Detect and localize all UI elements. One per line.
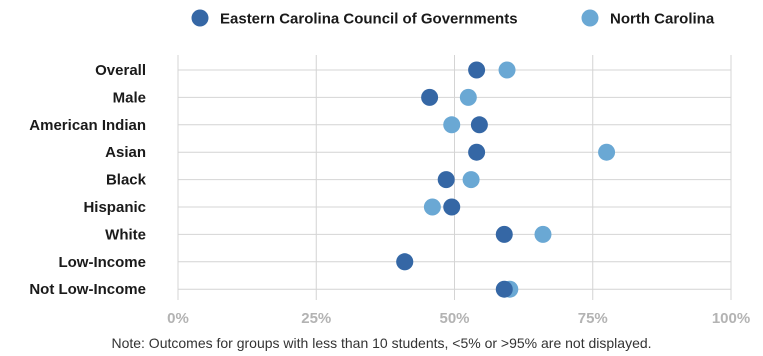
data-point bbox=[468, 143, 486, 161]
data-point bbox=[495, 280, 513, 298]
data-point bbox=[437, 171, 455, 189]
category-label: Overall bbox=[95, 62, 146, 79]
data-point bbox=[498, 61, 516, 79]
category-label: Low-Income bbox=[58, 254, 146, 271]
data-point bbox=[421, 88, 439, 106]
data-point bbox=[443, 198, 461, 216]
x-tick-label: 75% bbox=[578, 310, 608, 327]
data-point bbox=[468, 61, 486, 79]
data-point bbox=[459, 88, 477, 106]
data-point bbox=[462, 171, 480, 189]
legend-marker bbox=[581, 9, 599, 27]
category-label: American Indian bbox=[29, 117, 146, 134]
data-point bbox=[495, 225, 513, 243]
category-label: White bbox=[105, 226, 146, 243]
legend-label: North Carolina bbox=[610, 11, 715, 28]
x-tick-label: 100% bbox=[712, 310, 750, 327]
grid-lines bbox=[177, 55, 732, 300]
data-point bbox=[598, 143, 616, 161]
category-label: Black bbox=[106, 172, 147, 189]
legend-marker bbox=[191, 9, 209, 27]
data-point bbox=[534, 225, 552, 243]
data-point bbox=[470, 116, 488, 134]
data-point bbox=[423, 198, 441, 216]
x-tick-label: 0% bbox=[167, 310, 189, 327]
category-label: Male bbox=[113, 89, 146, 106]
category-label: Asian bbox=[105, 144, 146, 161]
data-point bbox=[443, 116, 461, 134]
legend: Eastern Carolina Council of Governments N… bbox=[191, 9, 715, 28]
category-label: Hispanic bbox=[83, 199, 146, 216]
x-axis-tick-labels: 0% 25% 50% 75% 100% bbox=[167, 310, 750, 327]
x-tick-label: 25% bbox=[301, 310, 331, 327]
category-labels: Overall Male American Indian Asian Black Hisp… bbox=[29, 62, 146, 298]
footnote: Note: Outcomes for groups with less than… bbox=[111, 335, 652, 351]
legend-label: Eastern Carolina Council of Governments bbox=[220, 11, 518, 28]
category-label: Not Low-Income bbox=[29, 281, 146, 298]
data-point bbox=[396, 253, 414, 271]
data-points bbox=[396, 61, 616, 298]
x-tick-label: 50% bbox=[439, 310, 469, 327]
